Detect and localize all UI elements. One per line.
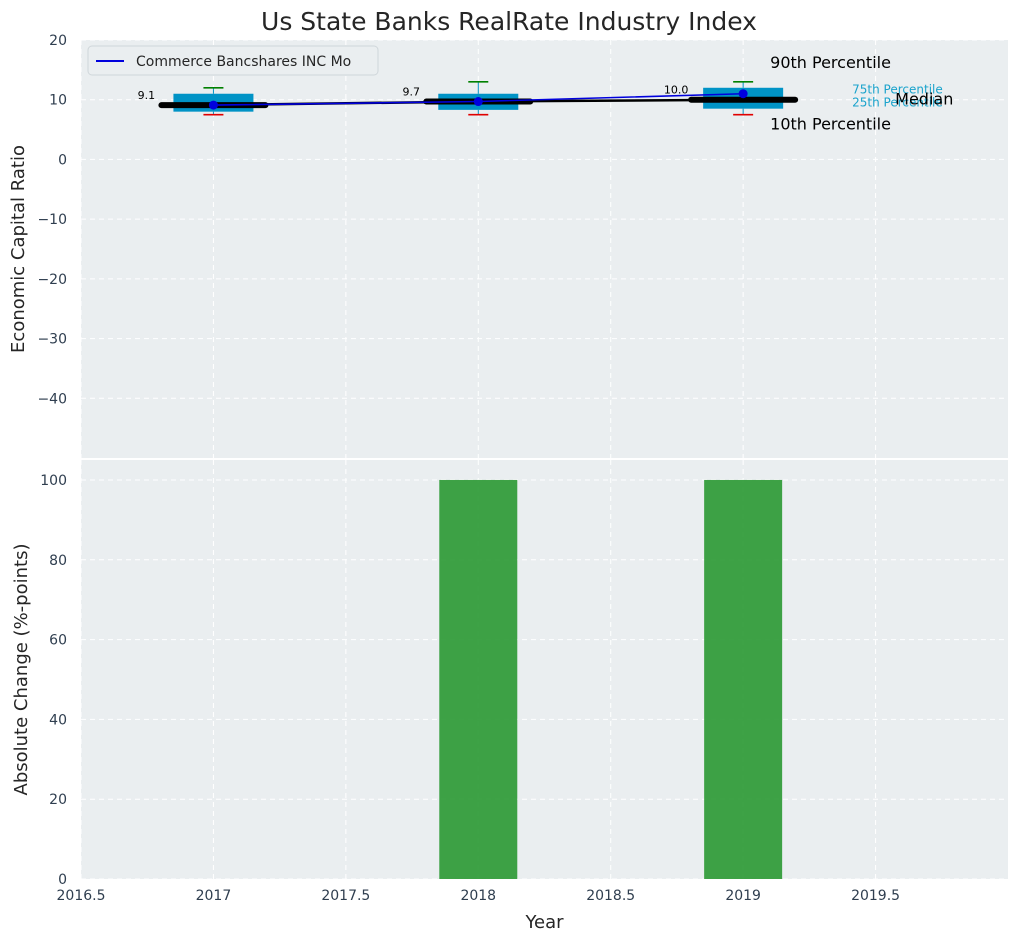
median-value-label: 9.7: [403, 86, 421, 99]
top-y-tick-label: 10: [49, 93, 67, 109]
top-panel: 9.1 9.7 10.0 90th Percentile 10th Percentile…: [8, 33, 1008, 458]
annotation-10th-percentile: 10th Percentile: [770, 115, 891, 134]
top-y-tick-label: 20: [49, 33, 67, 49]
x-tick-label: 2016.5: [57, 888, 106, 904]
top-marks: 9.1 9.7 10.0 90th Percentile 10th Percentile…: [138, 53, 954, 134]
top-y-tick-label: −10: [37, 212, 67, 228]
bottom-y-ticks: 0 20 40 60 80 100: [40, 473, 67, 888]
annotation-90th-percentile: 90th Percentile: [770, 53, 891, 72]
annotation-25th-percentile: 25th Percentile: [852, 96, 943, 110]
legend-label: Commerce Bancshares INC Mo: [136, 54, 351, 70]
x-tick-label: 2018.5: [586, 888, 635, 904]
top-y-tick-label: −30: [37, 332, 67, 348]
top-y-tick-label: −20: [37, 272, 67, 288]
bottom-y-tick-label: 20: [49, 792, 67, 808]
median-value-label: 10.0: [664, 84, 689, 97]
x-tick-label: 2017.5: [321, 888, 370, 904]
bottom-plot-background: [81, 460, 1008, 879]
x-tick-label: 2017: [196, 888, 232, 904]
change-bar: [439, 479, 518, 879]
top-y-tick-label: −40: [37, 391, 67, 407]
bottom-marks: [439, 479, 783, 879]
chart-title: Us State Banks RealRate Industry Index: [261, 7, 757, 36]
bottom-y-axis-label: Absolute Change (%-points): [11, 544, 32, 796]
bottom-y-tick-label: 40: [49, 712, 67, 728]
x-tick-label: 2018: [460, 888, 496, 904]
company-series-point: [738, 89, 748, 99]
bottom-y-tick-label: 100: [40, 473, 67, 489]
median-value-label: 9.1: [138, 89, 156, 102]
x-tick-label: 2019.5: [851, 888, 900, 904]
x-ticks: 2016.5 2017 2017.5 2018 2018.5 2019 2019.5: [57, 888, 901, 904]
top-y-axis-label: Economic Capital Ratio: [8, 145, 29, 353]
x-axis-label: Year: [524, 912, 564, 933]
bottom-y-tick-label: 60: [49, 633, 67, 649]
annotation-median: Median: [895, 90, 953, 109]
change-bar: [704, 479, 783, 879]
top-y-tick-label: 0: [58, 152, 67, 168]
top-y-ticks: 20 10 0 −10 −20 −30 −40: [37, 33, 67, 407]
bottom-y-tick-label: 80: [49, 553, 67, 569]
x-tick-label: 2019: [725, 888, 761, 904]
legend: Commerce Bancshares INC Mo: [87, 45, 379, 76]
legend-box: [87, 45, 379, 76]
bottom-y-tick-label: 0: [58, 872, 67, 888]
company-series-point: [473, 97, 483, 107]
annotation-75th-percentile: 75th Percentile: [852, 82, 943, 96]
company-series-point: [208, 100, 218, 110]
